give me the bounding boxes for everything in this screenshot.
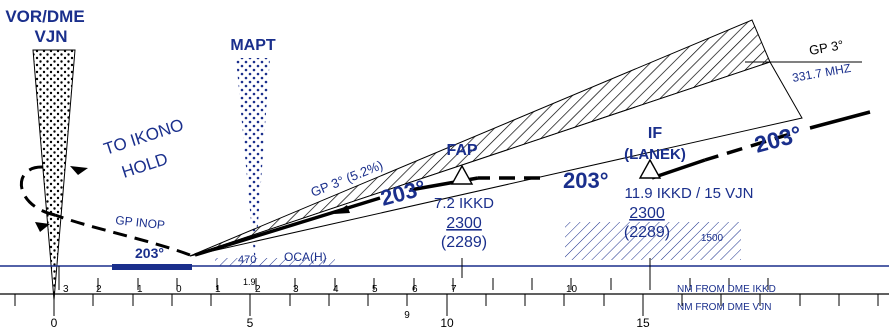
vor-cone <box>32 49 76 301</box>
ikkd-tick-label: 2 <box>255 284 261 295</box>
glidepath-frequency: 331.7 MHZ <box>791 61 852 85</box>
fap-altitude-height: (2289) <box>441 234 487 251</box>
ikkd-tick-label: 3 <box>293 284 299 295</box>
if-label: IF <box>648 125 662 142</box>
ikkd-tick-label: 10 <box>566 284 578 295</box>
missed-instruction-line1: TO IKONO <box>101 115 186 159</box>
if-fix: (LANEK) <box>624 146 686 163</box>
fap-altitude: 2300 <box>446 215 482 232</box>
ikkd-ticks <box>58 266 769 290</box>
ikkd-tick-label: 3 <box>63 284 69 295</box>
vjn-ticks <box>14 294 879 316</box>
if-msa-note: 1500 <box>701 233 724 244</box>
vjn-tick-label: 0 <box>51 316 58 328</box>
ikkd-tick-label: 2 <box>96 284 102 295</box>
vor-label-line1: VOR/DME <box>5 7 84 26</box>
vor-label-line2: VJN <box>34 27 67 46</box>
glidepath-label: GP 3° <box>808 37 845 58</box>
vjn-tick-label: 15 <box>636 316 650 328</box>
ikkd-tick-label: 1 <box>137 284 143 295</box>
ikkd-tick-label: 4 <box>333 284 339 295</box>
if-triangle <box>638 158 662 179</box>
if-obstacle-area <box>565 222 741 260</box>
fap-distance: 7.2 IKKD <box>434 195 494 212</box>
mapt-cone <box>236 58 270 265</box>
gp-inop-label: GP INOP <box>115 213 166 232</box>
oca-value: 470 <box>238 254 256 266</box>
ikkd-scale-caption: NM FROM DME IKKD <box>677 284 776 295</box>
ikkd-tick-label: 5 <box>372 284 378 295</box>
oca-label: OCA(H) <box>284 250 327 264</box>
vjn-tick-label: 10 <box>440 316 454 328</box>
vjn-scale-caption: NM FROM DME VJN <box>677 302 771 313</box>
missed-instruction-line2: HOLD <box>119 149 170 182</box>
glidepath-wedge <box>189 19 862 257</box>
ikkd-tick-label: 0 <box>176 284 182 295</box>
runway-bar <box>112 264 192 270</box>
ikkd-tick-label: 7 <box>451 284 457 295</box>
oca-band <box>215 258 335 266</box>
ikkd-scale-labels: 3 2 1 0 1 2 3 4 5 6 7 10 1.9 <box>63 277 578 295</box>
vjn-scale-labels: 0 5 9 10 15 <box>51 310 650 328</box>
fap-label: FAP <box>446 142 477 159</box>
vjn-tick-label: 5 <box>247 316 254 328</box>
missed-course: 203° <box>135 245 164 261</box>
missed-approach-path <box>19 165 191 257</box>
vjn-tick-label: 9 <box>404 310 410 321</box>
if-distance: 11.9 IKKD / 15 VJN <box>625 185 754 202</box>
if-altitude: 2300 <box>629 205 665 222</box>
ikkd-tick-label: 1 <box>215 284 221 295</box>
ikkd-tick-label: 6 <box>412 284 418 295</box>
course-mid: 203° <box>563 168 609 193</box>
fap-triangle <box>450 164 474 185</box>
mapt-label: MAPT <box>230 37 276 54</box>
mapt-distance: 1.9 <box>243 277 256 287</box>
if-altitude-height: (2289) <box>624 224 670 241</box>
